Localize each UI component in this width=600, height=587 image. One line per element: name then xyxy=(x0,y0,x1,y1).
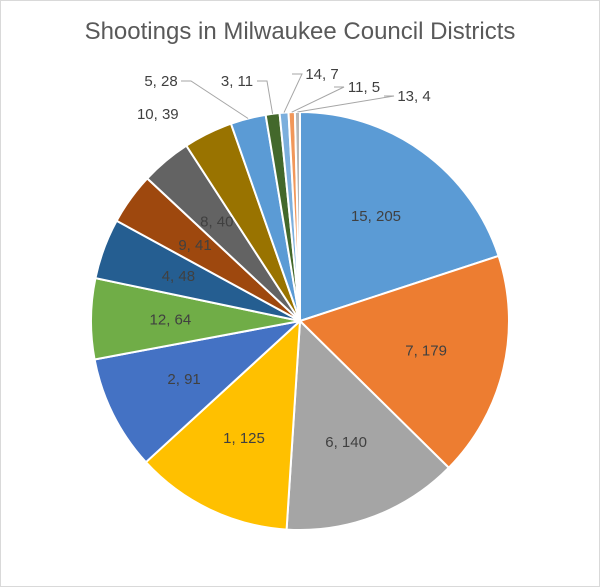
data-label-district-11: 11, 5 xyxy=(348,79,380,96)
pie-slice-district-1 xyxy=(144,318,302,531)
pie-slice-district-7 xyxy=(298,254,510,470)
pie-slice-district-6 xyxy=(285,318,451,531)
data-label-district-5: 5, 28 xyxy=(144,73,177,90)
data-label-district-2: 2, 91 xyxy=(167,371,200,388)
data-label-district-9: 9, 41 xyxy=(178,237,211,254)
data-label-district-4: 4, 48 xyxy=(162,268,195,285)
data-label-district-8: 8, 40 xyxy=(200,214,233,231)
data-label-district-1: 1, 125 xyxy=(223,430,265,447)
data-label-district-15: 15, 205 xyxy=(351,208,401,225)
leader-line-district-14 xyxy=(283,73,303,113)
leader-line-district-3 xyxy=(257,80,274,114)
data-label-district-3: 3, 11 xyxy=(221,73,253,90)
data-label-district-12: 12, 64 xyxy=(150,312,192,329)
data-label-district-10: 10, 39 xyxy=(137,106,179,123)
data-label-district-13: 13, 4 xyxy=(397,88,430,105)
pie-slices xyxy=(90,110,510,531)
data-label-district-14: 14, 7 xyxy=(305,66,338,83)
pie-slice-district-15 xyxy=(299,110,500,323)
data-label-district-7: 7, 179 xyxy=(405,343,447,360)
data-label-district-6: 6, 140 xyxy=(325,434,367,451)
leader-line-district-13 xyxy=(297,95,395,113)
leader-lines xyxy=(181,73,395,119)
data-labels: 15, 205 7, 179 6, 140 1, 125 2, 91 12, 64 4, 4… xyxy=(137,66,447,451)
leader-line-district-11 xyxy=(291,86,345,113)
chart-title: Shootings in Milwaukee Council Districts xyxy=(84,18,516,45)
leader-line-district-5 xyxy=(181,80,249,119)
pie-slice-district-2 xyxy=(93,319,304,464)
